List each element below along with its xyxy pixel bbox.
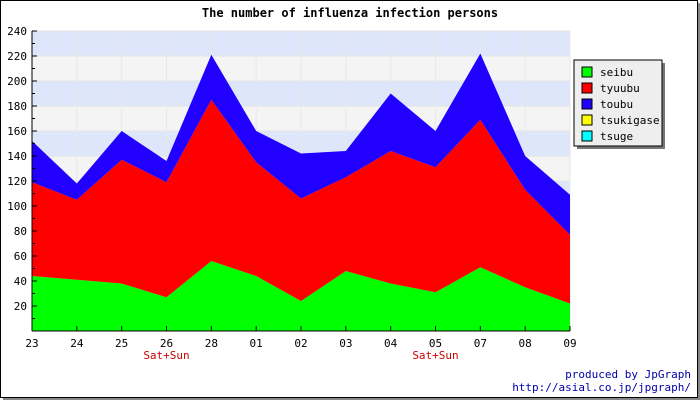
y-tick-label: 180 [7,100,27,113]
y-tick-label: 20 [14,300,27,313]
y-tick-label: 40 [14,275,27,288]
y-tick-label: 120 [7,175,27,188]
y-tick-label: 100 [7,200,27,213]
chart-title: The number of influenza infection person… [202,6,498,20]
annotation-label: Sat+Sun [412,349,458,362]
x-tick-label: 28 [205,337,218,350]
credit-line-1: produced by JpGraph [565,368,691,381]
legend-label: tsukigase [600,114,660,127]
legend-swatch [581,98,593,110]
x-tick-label: 26 [160,337,173,350]
x-tick-label: 24 [70,337,84,350]
legend-label: tyuubu [600,82,640,95]
legend-label: seibu [600,66,633,79]
legend-swatch [581,66,593,78]
legend-swatch [581,114,593,126]
x-tick-label: 08 [519,337,532,350]
y-tick-label: 60 [14,250,27,263]
x-tick-label: 03 [339,337,352,350]
legend-swatch [581,82,593,94]
y-tick-label: 220 [7,50,27,63]
y-tick-label: 80 [14,225,27,238]
x-tick-label: 09 [563,337,576,350]
legend-label: tsuge [600,130,633,143]
area-toubu [32,53,570,235]
legend-label: toubu [600,98,633,111]
annotation-label: Sat+Sun [143,349,189,362]
area-tyuubu [32,99,570,304]
legend-swatch [581,130,593,142]
area-seibu [32,261,570,331]
x-tick-label: 23 [25,337,38,350]
y-tick-label: 140 [7,150,27,163]
x-tick-label: 04 [384,337,398,350]
x-tick-label: 07 [474,337,487,350]
x-tick-label: 25 [115,337,128,350]
x-tick-label: 02 [294,337,307,350]
x-tick-label: 01 [250,337,263,350]
x-tick-label: 05 [429,337,442,350]
y-tick-label: 160 [7,125,27,138]
y-tick-label: 240 [7,25,27,38]
y-tick-label: 200 [7,75,27,88]
credit-link[interactable]: http://asial.co.jp/jpgraph/ [512,381,691,394]
